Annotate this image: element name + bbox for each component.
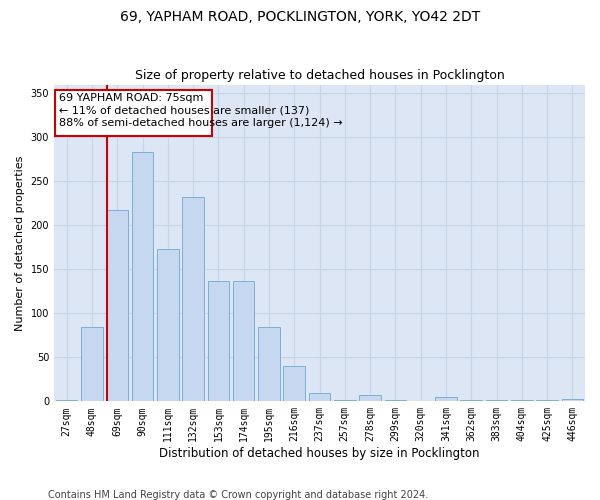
- Title: Size of property relative to detached houses in Pocklington: Size of property relative to detached ho…: [134, 69, 505, 82]
- Bar: [107, 210, 128, 402]
- Bar: [511, 400, 533, 402]
- Bar: [334, 400, 356, 402]
- FancyBboxPatch shape: [55, 90, 212, 136]
- Text: 69, YAPHAM ROAD, POCKLINGTON, YORK, YO42 2DT: 69, YAPHAM ROAD, POCKLINGTON, YORK, YO42…: [120, 10, 480, 24]
- Bar: [81, 326, 103, 402]
- Text: 88% of semi-detached houses are larger (1,124) →: 88% of semi-detached houses are larger (…: [59, 118, 343, 128]
- Bar: [309, 392, 330, 402]
- Text: 69 YAPHAM ROAD: 75sqm: 69 YAPHAM ROAD: 75sqm: [59, 94, 203, 104]
- Text: Contains HM Land Registry data © Crown copyright and database right 2024.: Contains HM Land Registry data © Crown c…: [48, 490, 428, 500]
- Bar: [536, 400, 558, 402]
- Bar: [157, 249, 179, 402]
- X-axis label: Distribution of detached houses by size in Pocklington: Distribution of detached houses by size …: [159, 447, 480, 460]
- Text: ← 11% of detached houses are smaller (137): ← 11% of detached houses are smaller (13…: [59, 106, 310, 116]
- Bar: [283, 366, 305, 402]
- Bar: [435, 397, 457, 402]
- Bar: [208, 281, 229, 402]
- Bar: [460, 400, 482, 402]
- Y-axis label: Number of detached properties: Number of detached properties: [15, 156, 25, 330]
- Bar: [486, 400, 507, 402]
- Bar: [182, 197, 204, 402]
- Bar: [56, 400, 77, 402]
- Bar: [233, 281, 254, 402]
- Bar: [562, 398, 583, 402]
- Bar: [385, 400, 406, 402]
- Bar: [132, 152, 153, 402]
- Bar: [258, 326, 280, 402]
- Bar: [359, 395, 381, 402]
